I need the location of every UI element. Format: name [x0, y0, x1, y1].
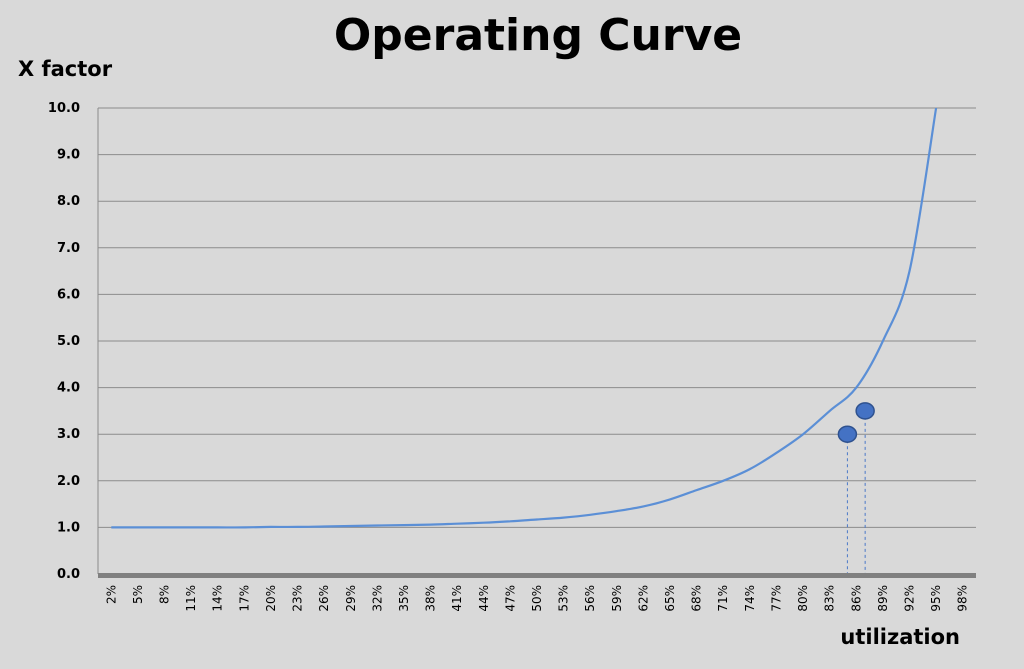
highlight-markers	[837, 402, 875, 443]
x-tick-label: 95%	[929, 585, 943, 612]
x-tick-label: 62%	[636, 585, 650, 612]
y-axis-label: X factor	[18, 57, 113, 81]
x-tick-label: 59%	[610, 585, 624, 612]
y-tick-label: 9.0	[57, 148, 80, 163]
y-tick-label: 7.0	[57, 241, 80, 256]
x-tick-label: 92%	[902, 585, 916, 612]
x-tick-label: 17%	[237, 585, 251, 612]
x-tick-label: 56%	[583, 585, 597, 612]
x-tick-label: 35%	[397, 585, 411, 612]
x-tick-label: 8%	[158, 585, 172, 604]
x-tick-label: 53%	[557, 585, 571, 612]
y-tick-label: 2.0	[57, 474, 80, 489]
y-tick-label: 5.0	[57, 334, 80, 349]
y-tick-label: 0.0	[57, 567, 80, 582]
x-tick-label: 38%	[424, 585, 438, 612]
y-tick-label: 10.0	[48, 101, 80, 116]
x-tick-label: 32%	[370, 585, 384, 612]
x-tick-label: 89%	[876, 585, 890, 612]
y-tick-label: 3.0	[57, 427, 80, 442]
x-axis-label: utilization	[840, 625, 960, 649]
highlight-point	[855, 402, 875, 420]
x-tick-label: 41%	[450, 585, 464, 612]
y-tick-label: 8.0	[57, 194, 80, 209]
series-layer	[111, 107, 938, 529]
x-axis-line	[98, 573, 976, 578]
y-tick-labels: 0.0 1.0 2.0 3.0 4.0 5.0 6.0 7.0 8.0 9.0 10.0	[48, 101, 80, 582]
x-tick-label: 77%	[769, 585, 783, 612]
x-tick-labels: 2% 5% 8% 11% 14% 17% 20% 23% 26% 29% 32% 35% 38% 41% 4…	[104, 585, 969, 612]
x-tick-label: 44%	[477, 585, 491, 612]
y-tick-label: 6.0	[57, 287, 80, 302]
x-tick-label: 23%	[291, 585, 305, 612]
x-tick-label: 71%	[716, 585, 730, 612]
x-tick-label: 74%	[743, 585, 757, 612]
series-line	[111, 107, 938, 529]
x-tick-label: 50%	[530, 585, 544, 612]
x-tick-label: 26%	[317, 585, 331, 612]
x-tick-label: 47%	[503, 585, 517, 612]
x-tick-label: 2%	[104, 585, 118, 604]
x-tick-label: 29%	[344, 585, 358, 612]
x-tick-label: 83%	[823, 585, 837, 612]
x-tick-label: 86%	[849, 585, 863, 612]
x-tick-label: 68%	[690, 585, 704, 612]
y-tick-label: 1.0	[57, 520, 80, 535]
drop-lines	[846, 410, 866, 574]
y-tick-label: 4.0	[57, 381, 80, 396]
x-tick-label: 20%	[264, 585, 278, 612]
chart-title: Operating Curve	[334, 10, 742, 61]
x-tick-label: 14%	[211, 585, 225, 612]
x-tick-label: 5%	[131, 585, 145, 604]
highlight-point	[837, 425, 858, 443]
x-tick-label: 11%	[184, 585, 198, 612]
x-tick-label: 98%	[956, 585, 970, 612]
gridlines	[97, 107, 976, 574]
x-tick-label: 65%	[663, 585, 677, 612]
x-tick-label: 80%	[796, 585, 810, 612]
